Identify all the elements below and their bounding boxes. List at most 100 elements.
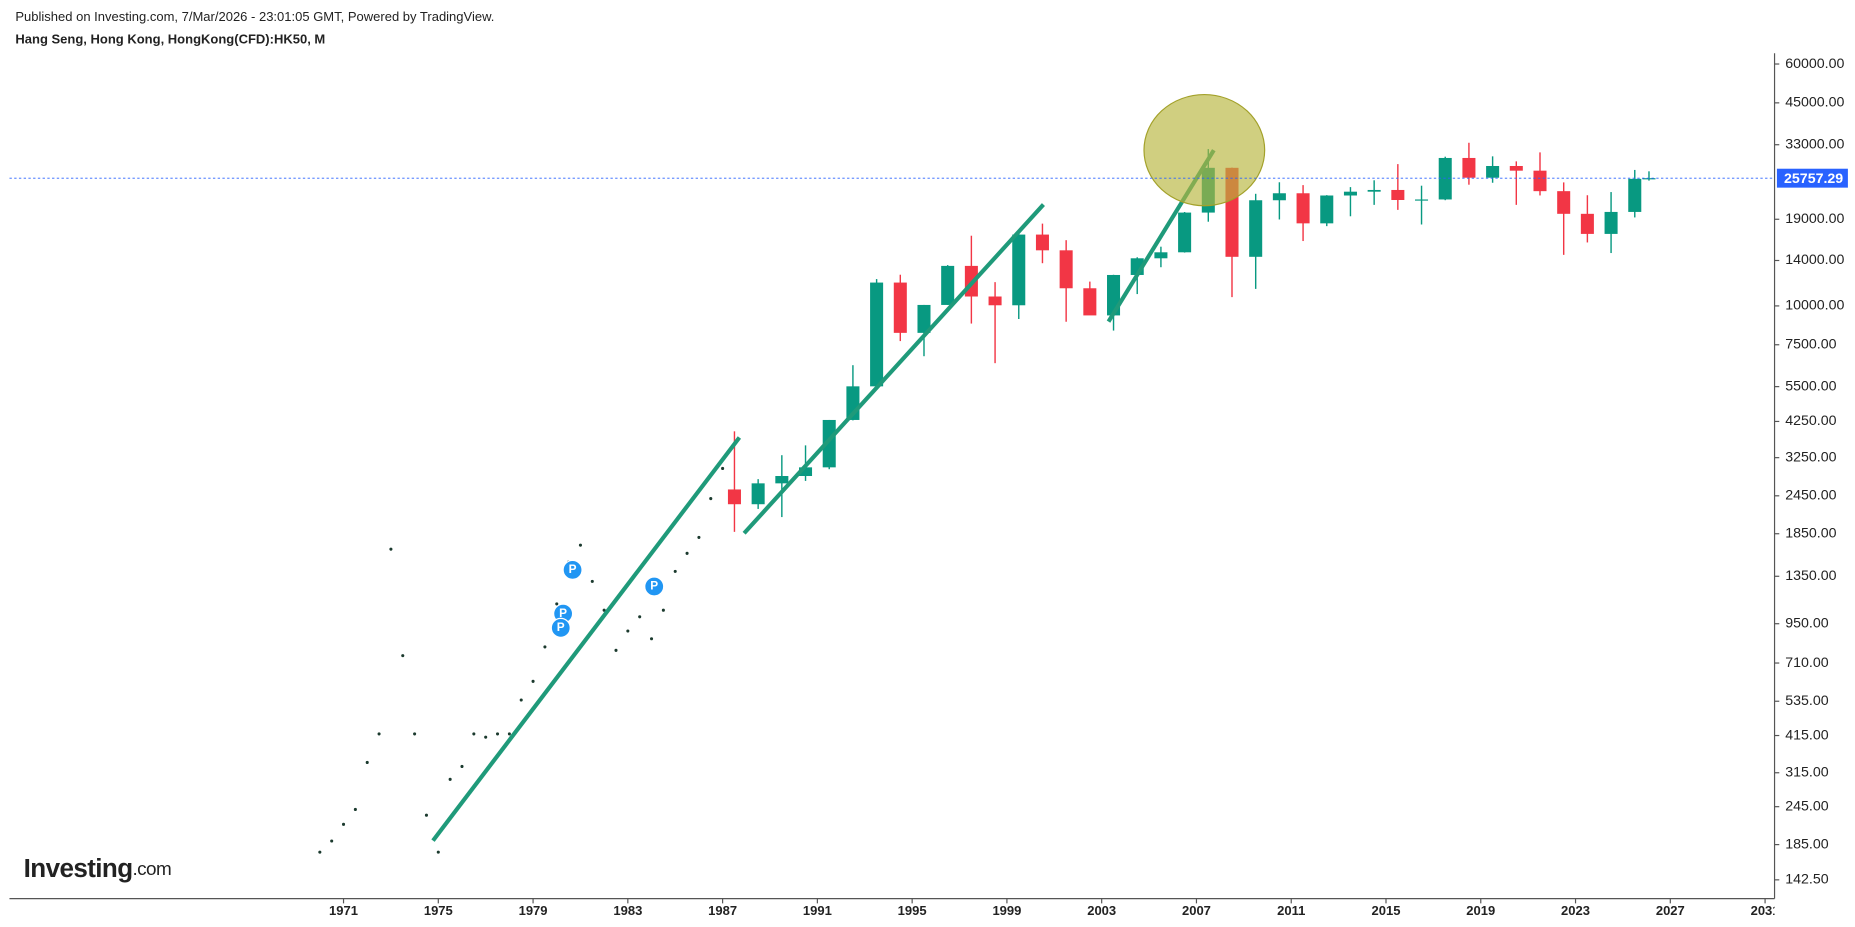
price-dot	[472, 732, 476, 736]
candle-body	[988, 296, 1002, 306]
candle-body	[799, 467, 813, 477]
logo-name: Investing	[24, 853, 133, 883]
event-marker	[562, 559, 583, 580]
x-tick-label: 2015	[1372, 903, 1401, 918]
price-dot	[365, 760, 369, 764]
price-dot	[448, 777, 452, 781]
price-dot	[555, 602, 559, 606]
candle-body	[1083, 288, 1097, 316]
candle-body	[1557, 191, 1571, 214]
y-tick-label: 7500.00	[1785, 337, 1836, 353]
candle-body	[1367, 189, 1381, 192]
candle-body	[822, 419, 836, 468]
candle-body	[1059, 250, 1073, 289]
candle-body	[1628, 178, 1642, 212]
y-tick-label: 3250.00	[1785, 449, 1836, 465]
event-marker-label: P	[557, 620, 565, 634]
price-dot	[519, 698, 523, 702]
annotations	[431, 94, 1266, 842]
y-tick-label: 415.00	[1785, 727, 1829, 743]
price-dot	[602, 608, 606, 612]
event-marker-label: P	[569, 562, 577, 576]
y-tick-label: 710.00	[1785, 655, 1829, 671]
x-tick-label: 1987	[708, 903, 737, 918]
x-tick-label: 2007	[1182, 903, 1211, 918]
logo: Investing.com	[24, 853, 172, 883]
price-dot	[318, 850, 322, 854]
logo-text: Investing.com	[24, 853, 171, 883]
candle-body	[1580, 213, 1594, 234]
price-dot	[401, 654, 405, 658]
x-tick-label: 1999	[992, 903, 1021, 918]
x-tick-label: 2027	[1656, 903, 1685, 918]
price-dot	[424, 813, 428, 817]
y-tick-label: 60000.00	[1785, 56, 1844, 72]
candle-body	[870, 282, 884, 387]
y-tick-label: 4250.00	[1785, 413, 1836, 429]
price-label: 25757.29	[1784, 171, 1843, 187]
price-dot	[638, 615, 642, 619]
candle-body	[1391, 189, 1405, 200]
price-dot	[543, 645, 547, 649]
candle-body	[1533, 170, 1547, 192]
y-tick-label: 33000.00	[1785, 136, 1844, 152]
candle-body	[1012, 234, 1026, 306]
candle-body	[917, 304, 931, 333]
y-tick-label: 1350.00	[1785, 568, 1836, 584]
y-tick-label: 5500.00	[1785, 378, 1836, 394]
event-marker-label: P	[559, 606, 567, 620]
symbol-title: Hang Seng, Hong Kong, HongKong(CFD):HK50…	[15, 32, 325, 47]
y-tick-label: 10000.00	[1785, 298, 1844, 314]
x-tick-label: 2031	[1751, 903, 1780, 918]
price-dot	[330, 839, 334, 843]
x-tick-label: 2023	[1561, 903, 1590, 918]
candle-body	[1604, 211, 1618, 234]
candle-body	[1272, 193, 1286, 201]
price-dot	[590, 579, 594, 583]
price-dot	[661, 608, 665, 612]
candle-body	[1296, 193, 1310, 224]
y-tick-label: 535.00	[1785, 693, 1829, 709]
y-tick-label: 19000.00	[1785, 211, 1844, 227]
candle-body	[1462, 157, 1476, 178]
price-dot	[578, 543, 582, 547]
price-dot	[697, 535, 701, 539]
candle-body	[1343, 191, 1357, 196]
price-dot	[377, 732, 381, 736]
event-marker	[550, 617, 571, 638]
y-tick-label: 245.00	[1785, 798, 1829, 814]
price-dot	[649, 637, 654, 641]
candle-body	[941, 265, 955, 305]
y-tick-label: 142.50	[1785, 872, 1829, 888]
price-dot	[507, 732, 511, 736]
highlight-ellipse	[1143, 94, 1266, 207]
x-tick-label: 1991	[803, 903, 832, 918]
candle-body	[893, 282, 907, 333]
price-dot	[531, 679, 535, 683]
price-dot	[460, 764, 464, 769]
price-dot	[436, 850, 440, 854]
y-tick-label: 185.00	[1785, 836, 1829, 852]
candle-body	[1438, 157, 1452, 200]
y-tick-label: 2450.00	[1785, 488, 1836, 504]
x-axis-labels: 1971 1975 1979 1983 1987 1991 1995 1999 2003 2007…	[329, 898, 1780, 918]
event-marker-label: P	[650, 579, 658, 593]
price-dot	[353, 807, 357, 812]
candle-body	[1178, 212, 1192, 253]
price-label-box	[1776, 168, 1848, 188]
y-tick-label: 1850.00	[1785, 525, 1836, 541]
candle-body	[1642, 178, 1656, 180]
candle-body	[751, 483, 765, 505]
candle-body	[1320, 195, 1334, 224]
price-dot	[389, 547, 393, 551]
candle-body	[727, 489, 741, 505]
x-tick-label: 1995	[898, 903, 927, 918]
x-tick-label: 1975	[424, 903, 453, 918]
trend-line	[742, 203, 1045, 535]
candle-body	[1249, 200, 1263, 257]
event-marker	[644, 576, 665, 597]
x-tick-label: 1983	[613, 903, 642, 918]
published-note: Published on Investing.com, 7/Mar/2026 -…	[15, 9, 494, 24]
x-tick-label: 1979	[519, 903, 548, 918]
